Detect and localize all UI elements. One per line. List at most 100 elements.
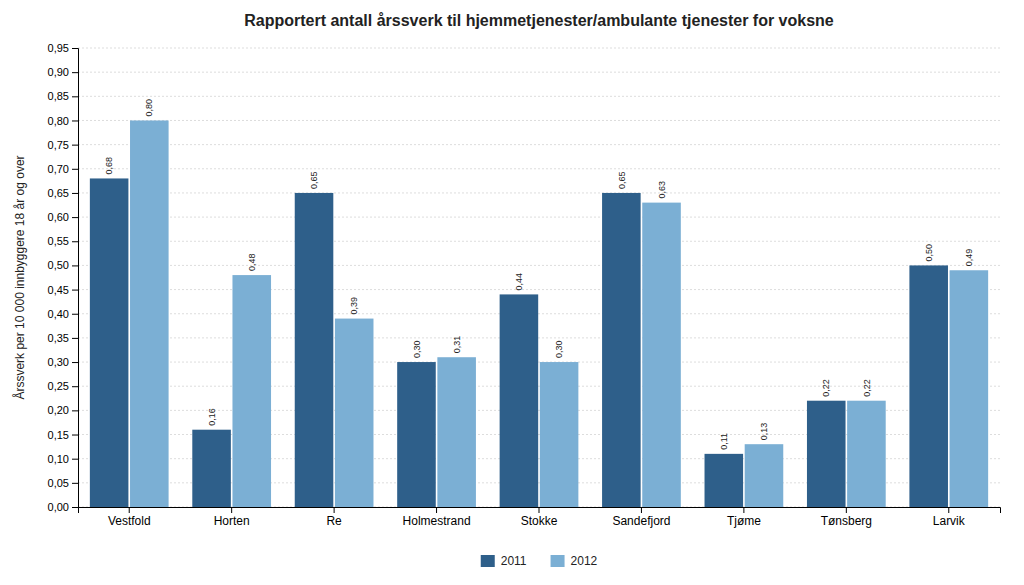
- x-axis: VestfoldHortenReHolmestrandStokkeSandefj…: [79, 507, 1001, 528]
- x-tick: Sandefjord: [612, 507, 670, 528]
- grid-line: [78, 168, 1000, 169]
- y-tick: 0,45: [48, 284, 78, 296]
- y-tick-mark: [72, 290, 78, 291]
- grid: [78, 48, 1000, 507]
- x-tick: Vestfold: [108, 507, 151, 528]
- bar: [950, 270, 989, 507]
- y-tick-label: 0,20: [48, 404, 69, 416]
- bar: [500, 294, 539, 507]
- x-tick-mark: [948, 507, 949, 513]
- bar: [397, 362, 436, 507]
- bar: [909, 265, 948, 507]
- y-tick-mark: [72, 338, 78, 339]
- y-tick: 0,75: [48, 139, 78, 151]
- x-tick: Tønsberg: [821, 507, 872, 528]
- y-tick-label: 0,00: [48, 501, 69, 513]
- y-tick-label: 0,65: [48, 187, 69, 199]
- y-tick-label: 0,50: [48, 259, 69, 271]
- bar: [130, 120, 169, 507]
- y-tick-mark: [72, 48, 78, 49]
- grid-line: [78, 120, 1000, 121]
- y-tick-label: 0,70: [48, 163, 69, 175]
- data-label: 0,63: [657, 181, 667, 199]
- grid-line: [78, 337, 1000, 338]
- x-tick: Tjøme: [727, 507, 761, 528]
- y-tick-mark: [72, 386, 78, 387]
- legend-label: 2011: [501, 554, 527, 568]
- x-tick-mark: [539, 507, 540, 513]
- legend-swatch: [481, 555, 495, 567]
- y-tick: 0,60: [48, 211, 78, 223]
- data-label: 0,44: [514, 273, 524, 291]
- y-tick-label: 0,60: [48, 211, 69, 223]
- y-tick-mark: [72, 507, 78, 508]
- grid-line: [78, 313, 1000, 314]
- y-tick-label: 0,45: [48, 284, 69, 296]
- y-tick: 0,05: [48, 477, 78, 489]
- y-tick: 0,70: [48, 163, 78, 175]
- y-tick-mark: [72, 169, 78, 170]
- data-label: 0,80: [144, 99, 154, 117]
- data-label: 0,50: [924, 244, 934, 262]
- bar: [807, 401, 846, 507]
- bar: [602, 193, 641, 507]
- data-labels: 0,680,160,650,300,440,650,110,220,500,80…: [104, 99, 974, 450]
- legend-swatch: [551, 555, 565, 567]
- data-label: 0,65: [617, 171, 627, 189]
- data-label: 0,16: [207, 408, 217, 426]
- y-tick-mark: [72, 193, 78, 194]
- x-tick-label: Holmestrand: [403, 514, 471, 528]
- y-tick: 0,20: [48, 404, 78, 416]
- y-tick-mark: [72, 72, 78, 73]
- x-tick-mark: [846, 507, 847, 513]
- plot: 0,000,050,100,150,200,250,300,350,400,45…: [48, 42, 1001, 528]
- bar: [335, 319, 374, 507]
- y-tick-label: 0,75: [48, 139, 69, 151]
- x-tick-mark: [129, 507, 130, 513]
- data-label: 0,22: [862, 379, 872, 397]
- y-tick-mark: [72, 120, 78, 121]
- bar: [847, 401, 886, 507]
- bars: [90, 120, 988, 507]
- y-tick-label: 0,30: [48, 356, 69, 368]
- y-tick-label: 0,80: [48, 114, 69, 126]
- y-tick: 0,40: [48, 308, 78, 320]
- y-tick: 0,30: [48, 356, 78, 368]
- y-tick-label: 0,05: [48, 477, 69, 489]
- y-tick-mark: [72, 410, 78, 411]
- y-axis-line: [72, 49, 79, 508]
- y-axis-title: Årssverk per 10 000 innbyggere 18 år og …: [12, 155, 27, 399]
- grid-line: [78, 72, 1000, 73]
- data-label: 0,31: [452, 336, 462, 354]
- x-tick-mark: [436, 507, 437, 513]
- data-label: 0,13: [759, 423, 769, 441]
- y-tick: 0,90: [48, 66, 78, 78]
- bar: [232, 275, 271, 507]
- x-tick-mark: [231, 507, 232, 513]
- y-tick: 0,15: [48, 429, 78, 441]
- y-tick: 0,25: [48, 380, 78, 392]
- grid-line: [78, 96, 1000, 97]
- y-tick-label: 0,25: [48, 380, 69, 392]
- bar: [90, 178, 129, 507]
- x-tick-label: Sandefjord: [612, 514, 670, 528]
- grid-line: [78, 362, 1000, 363]
- data-label: 0,68: [104, 157, 114, 175]
- y-tick: 0,50: [48, 259, 78, 271]
- grid-line: [78, 217, 1000, 218]
- y-tick-label: 0,90: [48, 66, 69, 78]
- bar: [295, 193, 334, 507]
- x-tick: Stokke: [521, 507, 558, 528]
- title: Rapportert antall årssverk til hjemmetje…: [244, 12, 834, 29]
- bar: [705, 454, 744, 507]
- bar: [642, 203, 681, 507]
- data-label: 0,65: [309, 171, 319, 189]
- y-tick-mark: [72, 435, 78, 436]
- bar: [540, 362, 579, 507]
- grid-line: [78, 265, 1000, 266]
- y-tick-mark: [72, 217, 78, 218]
- y-tick-label: 0,15: [48, 429, 69, 441]
- chart: 0,000,050,100,150,200,250,300,350,400,45…: [0, 0, 1024, 585]
- y-tick-label: 0,95: [48, 42, 69, 54]
- bar: [437, 357, 476, 507]
